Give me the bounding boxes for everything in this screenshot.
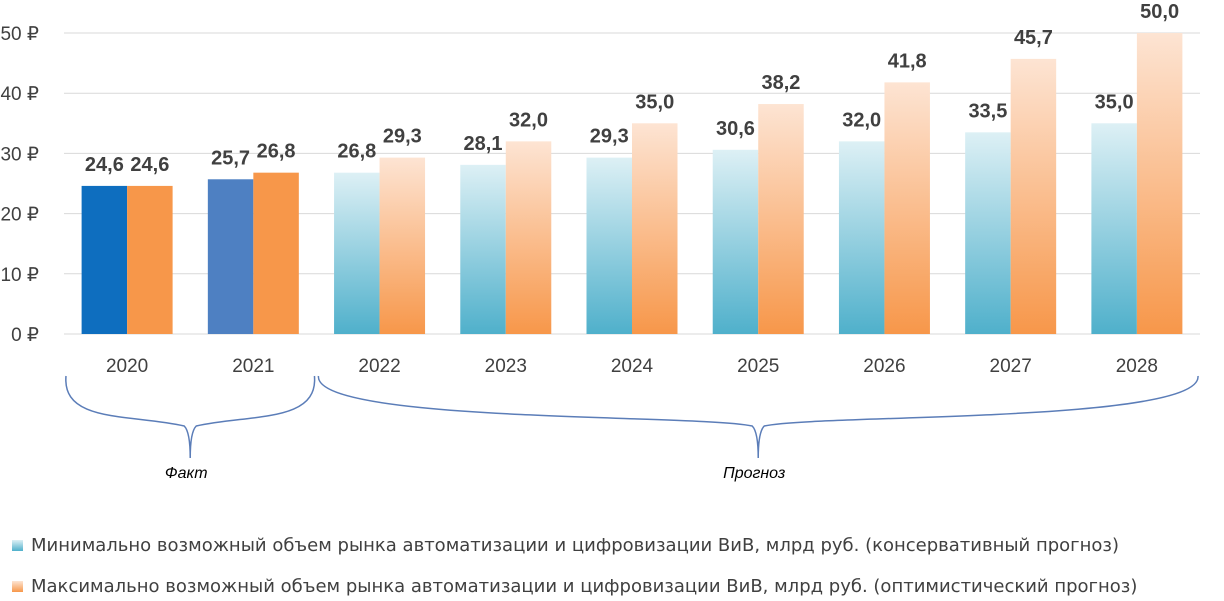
bar-max-2022 — [379, 157, 426, 334]
bar-min-2021 — [207, 179, 254, 334]
legend-label-min: Минимально возможный объем рынка автомат… — [31, 535, 1120, 556]
data-label-min-2026: 32,0 — [842, 109, 881, 131]
y-tick-label: 0 ₽ — [11, 325, 39, 346]
y-tick-label: 10 ₽ — [0, 265, 39, 286]
data-label-min-2020: 24,6 — [85, 154, 124, 176]
data-label-max-2024: 35,0 — [635, 91, 674, 113]
bracket-label-0: Факт — [165, 465, 208, 482]
bar-max-2028 — [1136, 33, 1183, 334]
data-label-max-2028: 50,0 — [1140, 1, 1179, 23]
x-tick-label-2024: 2024 — [611, 356, 654, 377]
bracket-label-1: Прогноз — [723, 465, 785, 482]
x-tick-label-2023: 2023 — [485, 356, 527, 377]
data-label-min-2022: 26,8 — [337, 141, 376, 163]
data-labels: 24,6 24,6 25,7 26,8 26,8 29,3 28,1 32,0 29,3 35,0… — [85, 1, 1179, 176]
bar-min-2025 — [712, 149, 759, 334]
x-tick-label-2027: 2027 — [990, 356, 1032, 377]
bar-min-2026 — [838, 141, 885, 334]
data-label-max-2023: 32,0 — [509, 109, 548, 131]
bar-min-2028 — [1091, 123, 1137, 334]
bar-max-2027 — [1010, 58, 1057, 335]
bar-min-2022 — [334, 172, 380, 334]
data-label-min-2023: 28,1 — [464, 133, 503, 155]
bars — [81, 33, 1183, 335]
data-label-max-2026: 41,8 — [888, 50, 927, 72]
x-tick-label-2021: 2021 — [232, 356, 274, 377]
y-tick-label: 20 ₽ — [0, 205, 39, 226]
legend-swatch-min — [12, 540, 23, 551]
bar-min-2020 — [81, 185, 128, 334]
legend-swatch-max — [12, 581, 23, 592]
y-tick-label: 30 ₽ — [0, 144, 39, 165]
data-label-max-2027: 45,7 — [1014, 27, 1053, 49]
bar-min-2024 — [586, 157, 632, 334]
x-tick-label-2025: 2025 — [737, 356, 779, 377]
bracket-0 — [65, 375, 316, 459]
data-label-max-2025: 38,2 — [762, 72, 801, 94]
bar-min-2023 — [460, 164, 506, 334]
data-label-min-2021: 25,7 — [211, 147, 250, 169]
data-label-min-2025: 30,6 — [716, 118, 755, 140]
bar-max-2023 — [505, 141, 552, 334]
bar-max-2020 — [127, 185, 173, 334]
x-tick-label-2022: 2022 — [358, 356, 400, 377]
y-tick-label: 50 ₽ — [0, 24, 39, 45]
data-label-min-2028: 35,0 — [1095, 91, 1134, 113]
data-label-max-2021: 26,8 — [257, 141, 296, 163]
bar-min-2027 — [965, 132, 1011, 334]
bar-max-2026 — [884, 82, 930, 334]
bar-max-2025 — [758, 104, 804, 334]
period-brackets: Факт Прогноз — [65, 375, 1199, 482]
legend-label-max: Максимально возможный объем рынка автома… — [31, 576, 1138, 597]
bracket-1 — [317, 375, 1199, 459]
legend-item-max: Максимально возможный объем рынка автома… — [12, 576, 1137, 597]
y-tick-label: 40 ₽ — [0, 84, 39, 105]
x-tick-label-2020: 2020 — [106, 356, 148, 377]
bar-chart: 24,6 24,6 25,7 26,8 26,8 29,3 28,1 32,0 29,3 35,0… — [0, 1, 1200, 482]
axis-ticks: 0 ₽ 10 ₽ 20 ₽ 30 ₽ 40 ₽ 50 ₽ 2020 2021 2022 2023 2… — [0, 24, 1158, 377]
data-label-max-2022: 29,3 — [383, 126, 422, 148]
data-label-max-2020: 24,6 — [130, 154, 169, 176]
data-label-min-2027: 33,5 — [968, 100, 1007, 122]
x-tick-label-2026: 2026 — [863, 356, 905, 377]
legend-item-min: Минимально возможный объем рынка автомат… — [12, 535, 1119, 556]
data-label-min-2024: 29,3 — [590, 126, 629, 148]
bar-max-2021 — [253, 172, 299, 334]
x-tick-label-2028: 2028 — [1116, 356, 1158, 377]
bar-max-2024 — [632, 123, 678, 334]
